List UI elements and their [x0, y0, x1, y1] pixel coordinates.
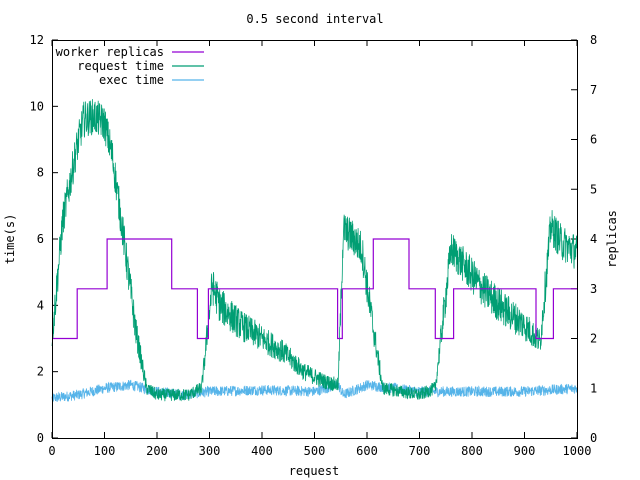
x-axis-ticks: 0 100 200 300 400 500 600 700 800 900 1000	[48, 40, 591, 458]
legend-label: request time	[77, 59, 164, 73]
left-tick-label: 10	[30, 99, 44, 113]
right-tick-label: 5	[590, 182, 597, 196]
x-tick-label: 0	[48, 444, 55, 458]
right-tick-label: 3	[590, 282, 597, 296]
x-tick-label: 300	[199, 444, 221, 458]
x-tick-label: 600	[356, 444, 378, 458]
x-tick-label: 800	[461, 444, 483, 458]
exec-time-line	[51, 379, 578, 402]
right-tick-label: 8	[590, 33, 597, 47]
right-tick-label: 6	[590, 133, 597, 147]
right-axis-label: replicas	[605, 210, 619, 268]
plot-border	[52, 40, 578, 439]
right-axis-ticks: 0 1 2 3 4 5 6 7 8	[571, 33, 597, 445]
left-tick-label: 8	[37, 166, 44, 180]
left-axis-label: time(s)	[3, 214, 17, 265]
series-layer	[51, 99, 578, 402]
chart-title: 0.5 second interval	[246, 12, 383, 26]
left-axis-ticks: 0 2 4 6 8 10 12	[30, 33, 58, 445]
x-tick-label: 400	[251, 444, 273, 458]
legend-label: worker replicas	[56, 45, 164, 59]
right-tick-label: 2	[590, 332, 597, 346]
right-tick-label: 4	[590, 232, 597, 246]
x-axis-label: request	[289, 464, 340, 478]
x-tick-label: 500	[304, 444, 326, 458]
legend-label: exec time	[99, 73, 164, 87]
x-tick-label: 100	[94, 444, 116, 458]
left-tick-label: 6	[37, 232, 44, 246]
right-tick-label: 7	[590, 83, 597, 97]
x-tick-label: 700	[409, 444, 431, 458]
left-tick-label: 4	[37, 298, 44, 312]
left-tick-label: 0	[37, 431, 44, 445]
left-tick-label: 12	[30, 33, 44, 47]
right-tick-label: 0	[590, 431, 597, 445]
x-tick-label: 200	[146, 444, 168, 458]
worker-replicas-line	[52, 238, 577, 340]
request-time-line	[51, 99, 578, 402]
left-tick-label: 2	[37, 365, 44, 379]
right-tick-label: 1	[590, 381, 597, 395]
x-tick-label: 1000	[563, 444, 592, 458]
x-tick-label: 900	[514, 444, 536, 458]
